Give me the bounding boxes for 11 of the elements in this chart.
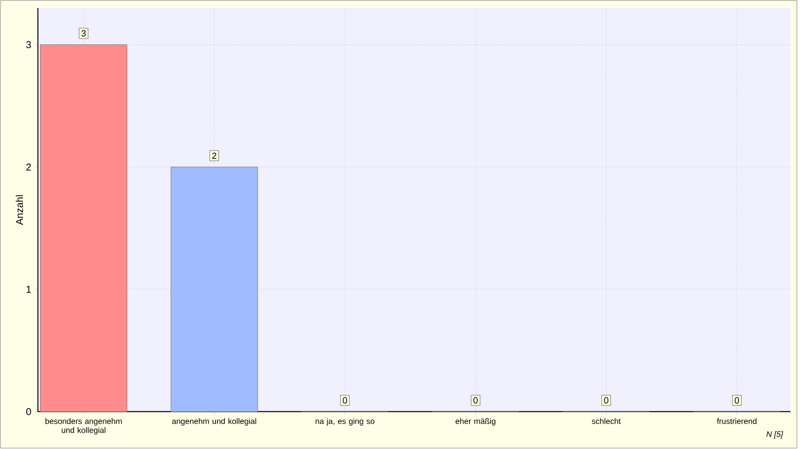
data-label: 0 xyxy=(734,397,740,404)
y-axis-title: Anzahl xyxy=(16,196,24,226)
data-label: 0 xyxy=(473,397,478,404)
data-label: 0 xyxy=(604,397,608,404)
y-tick-label: 1 xyxy=(26,286,31,293)
data-label: 2 xyxy=(212,152,216,160)
y-tick-label: 0 xyxy=(26,408,31,416)
data-label: 0 xyxy=(342,397,348,404)
y-tick-label: 2 xyxy=(26,164,31,171)
y-tick-label: 3 xyxy=(26,41,31,48)
data-label: 3 xyxy=(81,30,86,37)
